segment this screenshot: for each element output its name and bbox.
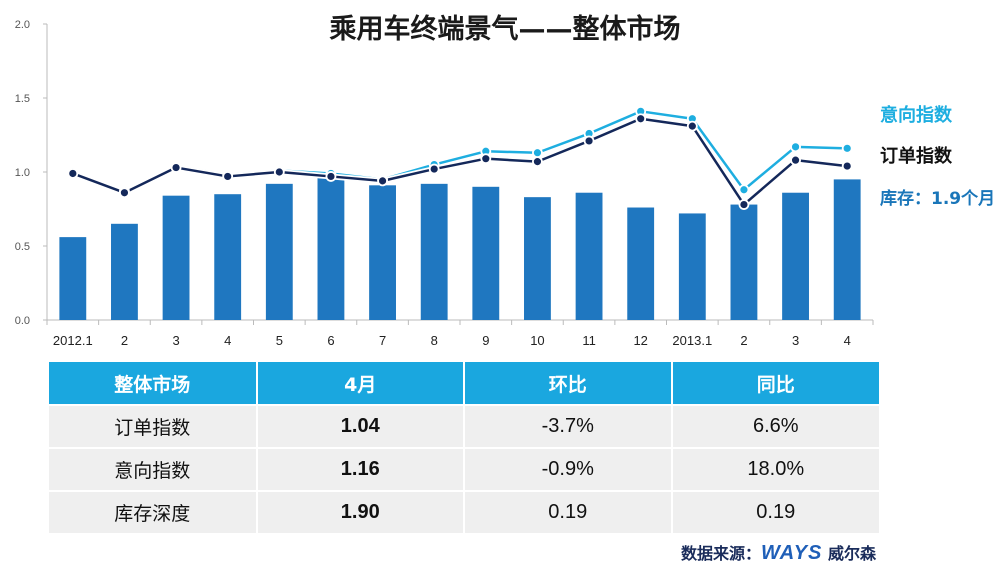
y-tick-label: 1.0	[15, 167, 30, 179]
order-index-point	[790, 154, 801, 166]
order-index-point	[325, 171, 337, 182]
x-tick-label: 5	[276, 333, 283, 348]
y-tick-label: 2.0	[15, 19, 30, 31]
order-index-line	[72, 117, 848, 206]
x-tick-label: 2	[740, 333, 747, 348]
inventory-bar	[782, 192, 809, 320]
order-index-point	[532, 156, 543, 168]
y-tick-label: 1.5	[15, 93, 30, 105]
inventory-bars	[59, 176, 861, 320]
intent-index-point	[841, 142, 853, 154]
order-index-point	[738, 199, 750, 210]
index-lines	[67, 105, 853, 210]
y-tick-label: 0.5	[15, 241, 30, 253]
inventory-bar	[730, 204, 758, 320]
header-yoy: 同比	[671, 362, 879, 405]
order-index-point	[686, 120, 698, 132]
x-tick-label: 10	[530, 333, 544, 348]
source-company: 威尔森	[827, 544, 876, 563]
header-mom: 环比	[464, 362, 673, 405]
inventory-bar	[317, 176, 345, 320]
x-tick-label: 3	[172, 333, 179, 348]
chart-title: 乘用车终端景气——整体市场	[329, 13, 681, 45]
intent-index-point	[532, 147, 543, 159]
x-tick-label: 3	[792, 333, 799, 348]
inventory-bar	[678, 213, 706, 320]
x-tick-label: 7	[379, 333, 386, 348]
row-value: 1.90	[256, 490, 465, 533]
row-value: 1.16	[256, 447, 465, 491]
order-index-point	[222, 171, 234, 182]
inventory-bar	[472, 186, 500, 320]
x-tick-label: 9	[482, 333, 489, 348]
header-month: 4月	[256, 362, 465, 405]
x-tick-label: 8	[431, 333, 438, 348]
x-tick-label: 11	[582, 333, 596, 348]
row-yoy: 0.19	[671, 490, 879, 533]
intent-index-point	[790, 141, 801, 153]
market-chart: 乘用车终端景气——整体市场 0.0 0.5 1.0 1.5 2.0 2012.1 2 3 4 5 6…	[15, 13, 995, 348]
inventory-bar	[575, 192, 603, 320]
y-tick-label: 0.0	[15, 315, 30, 327]
row-yoy: 6.6%	[671, 404, 879, 448]
intent-index-point	[738, 184, 750, 196]
table-row: 订单指数 1.04 -3.7% 6.6%	[49, 404, 879, 448]
table-row: 意向指数 1.16 -0.9% 18.0%	[49, 447, 879, 491]
inventory-bar	[265, 183, 293, 320]
inventory-bar	[111, 223, 138, 320]
summary-table: 整体市场 4月 环比 同比 订单指数 1.04 -3.7% 6.6% 意向指数 …	[49, 362, 879, 533]
row-value: 1.04	[256, 404, 465, 448]
source-label: 数据来源：	[680, 544, 761, 563]
order-index-point	[377, 175, 388, 187]
tick-labels: 0.0 0.5 1.0 1.5 2.0 2012.1 2 3 4 5 6 7 8 9 10 11 12 2013.…	[15, 19, 851, 348]
order-index-point	[170, 162, 182, 173]
order-index-point	[480, 153, 492, 165]
x-tick-label: 4	[224, 333, 231, 348]
inventory-bar	[627, 207, 655, 320]
row-label: 意向指数	[49, 447, 258, 491]
row-label: 订单指数	[49, 404, 258, 448]
intent-index-line	[72, 110, 848, 193]
row-mom: -0.9%	[464, 447, 673, 491]
legend-inventory: 库存：1.9个月	[880, 188, 995, 209]
order-index-point	[635, 113, 647, 125]
order-index-point	[67, 168, 79, 179]
x-tick-label: 6	[327, 333, 334, 348]
row-yoy: 18.0%	[671, 447, 879, 491]
legend-intent-index: 意向指数	[880, 104, 953, 126]
order-index-point	[841, 160, 853, 172]
inventory-bar	[59, 237, 87, 320]
legend-order-index: 订单指数	[880, 145, 953, 167]
order-index-point	[273, 166, 285, 178]
table-row: 库存深度 1.90 0.19 0.19	[49, 490, 879, 533]
x-tick-label: 2012.1	[53, 333, 93, 348]
inventory-bar	[833, 179, 861, 320]
inventory-bar	[162, 195, 190, 320]
x-tick-label: 2013.1	[672, 333, 712, 348]
order-index-point	[119, 187, 130, 199]
order-index-point	[428, 163, 440, 175]
row-mom: -3.7%	[464, 404, 673, 448]
table-header-row: 整体市场 4月 环比 同比	[49, 362, 879, 405]
x-tick-label: 12	[633, 333, 647, 348]
inventory-bar	[524, 197, 551, 320]
series-line-halo	[71, 108, 848, 195]
inventory-bar	[214, 194, 242, 320]
series-line-halo	[71, 115, 848, 208]
inventory-bar	[369, 185, 396, 320]
row-label: 库存深度	[49, 490, 258, 533]
x-tick-label: 2	[121, 333, 128, 348]
header-market: 整体市场	[49, 362, 258, 405]
ways-logo: WAYS	[760, 542, 823, 564]
inventory-bar	[420, 183, 448, 320]
x-tick-label: 4	[844, 333, 851, 348]
row-mom: 0.19	[464, 490, 673, 533]
data-source: 数据来源：WAYS 威尔森	[681, 540, 876, 565]
order-index-point	[583, 135, 595, 147]
